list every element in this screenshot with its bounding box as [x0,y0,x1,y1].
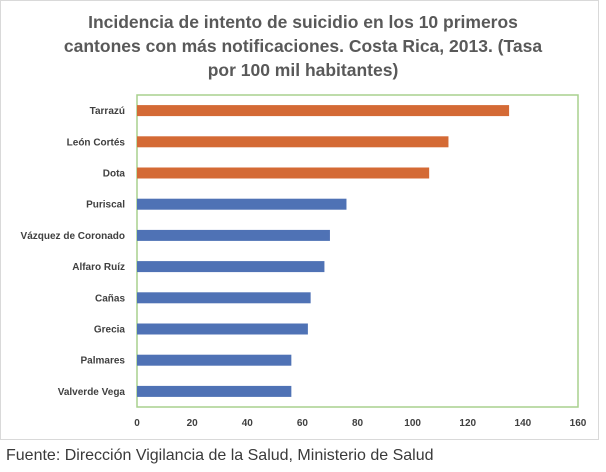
chart-title: Incidencia de intento de suicidio en los… [63,12,543,80]
x-tick-label: 140 [515,418,532,429]
bar [137,229,330,241]
x-tick-label: 80 [352,418,364,429]
category-label: Vázquez de Coronado [21,231,125,242]
x-tick-label: 160 [570,418,587,429]
x-tick-label: 0 [134,418,140,429]
category-label: León Cortés [67,137,126,148]
chart-frame [0,0,599,440]
bar [137,385,292,397]
bar [137,354,292,366]
bar [137,292,311,304]
x-tick-label: 40 [242,418,254,429]
x-tick-label: 20 [187,418,199,429]
bar [137,323,308,335]
x-tick-label: 60 [297,418,309,429]
category-label: Dota [103,169,126,180]
category-label: Cañas [95,293,125,304]
category-label: Valverde Vega [58,387,126,398]
bar [137,167,430,179]
x-tick-label: 120 [459,418,476,429]
category-label: Puriscal [86,200,125,211]
bar [137,105,510,117]
bar [137,261,325,273]
category-label: Alfaro Ruíz [72,262,125,273]
bar [137,198,347,210]
bar [137,136,449,148]
category-label: Tarrazú [90,106,125,117]
source-note: Fuente: Dirección Vigilancia de la Salud… [6,447,434,464]
category-label: Grecia [94,325,126,336]
x-tick-label: 100 [404,418,421,429]
category-label: Palmares [81,356,126,367]
plot-area-border [136,94,579,408]
bar-chart: Tarrazú León Cortés Dota Puriscal Vázquez de… [21,94,587,429]
